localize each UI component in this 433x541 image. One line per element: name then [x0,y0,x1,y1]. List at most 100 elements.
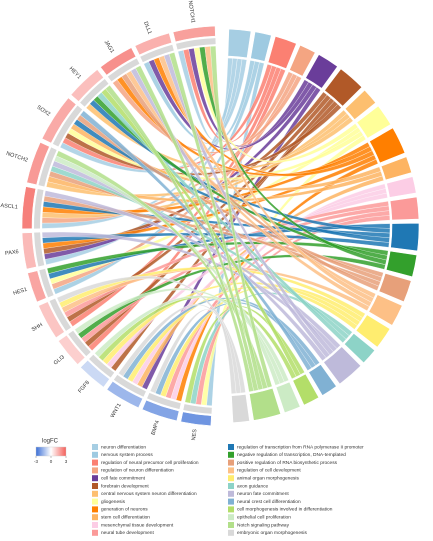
term-segment [308,363,337,396]
gene-label: JAG1 [103,39,115,54]
legend-label: embryonic organ morphogenesis [237,530,307,536]
ring: NOTCH1 DLL1 JAG1 HEY1 SOX2 NOTCH2 ASCL1 PAX6 HES… [0,0,420,441]
chord [135,65,259,392]
legend-swatch [228,490,234,497]
term-segment [343,332,376,364]
legend-swatch [228,522,234,528]
gene-segment [106,381,143,409]
term-segment [355,314,391,348]
legend-swatch [92,483,98,489]
gene-segment [38,301,65,338]
gene-label: DLL1 [142,21,152,35]
chord [56,150,268,390]
gene-inner-segment [34,189,44,229]
legend-label: negative regulation of transcription, DN… [237,452,346,458]
gene-inner-segment [68,330,91,357]
chord [177,50,233,141]
gene-inner-segment [89,354,115,378]
legend-label: regulation of neural precursor cell prol… [101,460,199,466]
gene-segment [58,334,86,365]
gene-label: GLI3 [53,354,66,366]
gene-segment [21,186,37,230]
gene-label: SHH [31,322,44,333]
gene-inner-segment [34,232,45,267]
legend-label: axon guidance [237,483,269,489]
legend-label: regulation of transcription from RNA pol… [237,444,364,450]
gene-inner-segment [52,105,83,147]
colorbar [35,446,67,457]
gene-label: FGF8 [77,380,91,395]
legend-label: stem cell differentiation [101,514,150,520]
term-segment [323,346,362,385]
gene-segment [172,25,216,43]
legend-swatch [92,506,98,513]
legend: logFC -3 0 3 neuron differentiation nervous … [34,439,364,536]
gene-label: NOTCH1 [187,0,196,23]
gene-label: HES1 [13,287,29,297]
legend-label: cell morphogenesis involved in different… [237,507,333,513]
term-segment [248,387,282,421]
chord [41,231,338,352]
legend-label: forebrain development [101,483,149,489]
gene-inner-segment [140,44,174,63]
gene-label: ASCL1 [0,203,18,211]
legend-swatch [228,514,234,521]
term-segment [344,89,377,121]
gene-segment [70,69,104,102]
gene-inner-segment [49,298,71,331]
legend-swatch [92,490,98,497]
legend-label: epithelial cell proliferation [237,514,291,520]
term-segment [368,294,403,326]
legend-swatch [228,444,234,450]
legend-label: cell fate commitment [101,475,146,481]
gene-segment [134,32,172,56]
term-segment [275,381,301,414]
legend-swatch [92,498,98,505]
gene-inner-segment [176,38,216,50]
legend-label: regulation of cell development [237,468,301,474]
gene-label: NES [191,429,198,441]
legend-label: neuron fate commitment [237,491,289,497]
legend-swatch [228,451,234,458]
legend-swatch [228,467,234,474]
term-segment [380,156,412,181]
term-segment [386,176,417,198]
legend-swatch [92,459,98,466]
term-segment [356,105,392,139]
gene-segment [26,142,50,186]
legend-swatch [228,459,234,466]
legend-label: positive regulation of RNA biosynthetic … [237,460,338,466]
gene-segment [141,399,180,422]
legend-label: gliogenesis [101,499,126,505]
colorbar-tick-label: -3 [34,459,38,464]
gene-inner-segment [183,404,212,414]
legend-title: logFC [42,439,59,445]
chord [210,45,273,388]
term-segment [385,250,418,278]
gene-segment [180,411,212,426]
legend-label: mesenchymal tissue development [101,522,174,528]
legend-swatch [92,451,98,458]
gene-inner-segment [147,392,181,410]
legend-swatch [228,498,234,505]
legend-swatch [92,522,98,528]
chord [168,52,264,391]
gene-inner-segment [80,79,109,107]
colorbar-tick-label: 0 [50,459,53,464]
term-segment [369,127,406,164]
chord [80,110,312,371]
legend-swatch [92,475,98,482]
legend-label: generation of neurons [101,507,148,513]
gene-label: HEY1 [68,66,82,81]
gene-inner-segment [38,147,57,187]
term-segment [378,272,412,303]
term-segment [292,373,320,406]
gene-inner-segment [107,58,140,82]
legend-label: neuron differentiation [101,444,146,450]
gene-segment [21,232,37,270]
legend-label: Notch signaling pathway [237,522,290,528]
legend-swatch [228,475,234,482]
term-segment [227,28,252,59]
legend-swatch [92,529,98,536]
